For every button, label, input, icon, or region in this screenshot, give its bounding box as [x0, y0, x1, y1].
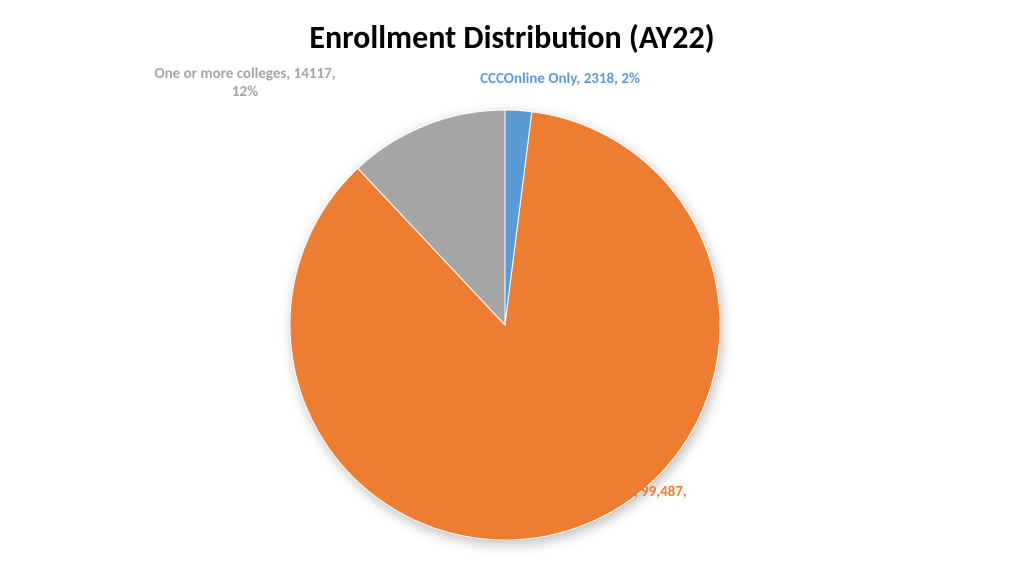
data-label: CCCOnline + Colleges, 99,487, 86%	[500, 483, 690, 519]
data-label: CCCOnline Only, 2318, 2%	[480, 70, 640, 88]
chart-title: Enrollment Distribution (AY22)	[0, 18, 1024, 57]
data-label: One or more colleges, 14117, 12%	[150, 65, 340, 101]
pie-chart	[290, 110, 720, 545]
pie-svg	[290, 110, 720, 540]
